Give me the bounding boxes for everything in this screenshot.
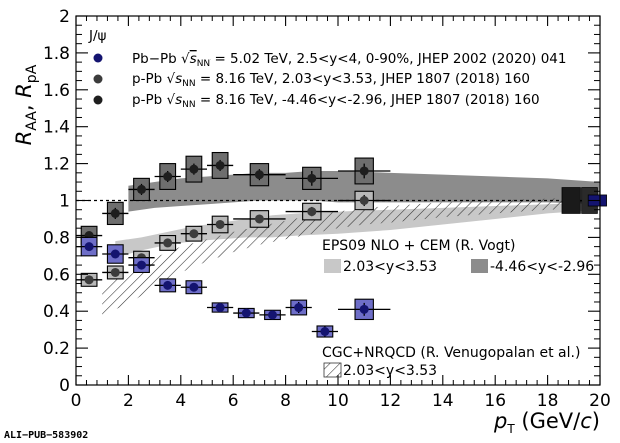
data-point-0-5 bbox=[215, 303, 225, 313]
x-tick-label-10: 20 bbox=[589, 391, 611, 411]
legend-pbpb-system: Pb−Pb bbox=[132, 51, 177, 67]
model-band-1-0 bbox=[102, 196, 600, 315]
y-tick-label-10: 2 bbox=[59, 7, 70, 27]
x-tick-label-9: 18 bbox=[537, 391, 559, 411]
y-tick-label-3: 0.6 bbox=[43, 265, 70, 285]
data-point-0-7 bbox=[268, 310, 277, 320]
data-point-2-1 bbox=[110, 208, 120, 218]
data-point-0-10 bbox=[359, 304, 369, 314]
x-tick-label-6: 12 bbox=[380, 391, 402, 411]
data-point-2-2 bbox=[137, 184, 146, 194]
legend-ppb-forward-system: p-Pb bbox=[132, 71, 162, 87]
y-tick-label-1: 0.2 bbox=[43, 339, 70, 359]
svg-text:p-Pb √sNN = 8.16 TeV, 2.03<y<3: p-Pb √sNN = 8.16 TeV, 2.03<y<3.53, JHEP … bbox=[132, 71, 530, 89]
svg-text:Pb−Pb √sNN = 5.02 TeV, 2.5<y<4: Pb−Pb √sNN = 5.02 TeV, 2.5<y<4, 0-90%, J… bbox=[132, 51, 566, 69]
y-tick-label-9: 1.8 bbox=[43, 44, 70, 64]
eps09-backward-swatch bbox=[471, 259, 488, 273]
legend-pbpb-label: = 5.02 TeV, 2.5<y<4, 0-90%, JHEP 2002 (2… bbox=[214, 51, 566, 67]
legend-ppb-backward-system: p-Pb bbox=[132, 92, 162, 108]
y-tick-label-5: 1 bbox=[59, 192, 70, 212]
x-axis-title: pT (GeV/c) bbox=[493, 409, 600, 436]
data-point-1-4 bbox=[189, 229, 199, 239]
eps09-title: EPS09 NLO + CEM (R. Vogt) bbox=[322, 238, 516, 254]
eps09-legend: EPS09 NLO + CEM (R. Vogt) 2.03<y<3.53 -4… bbox=[322, 238, 594, 275]
data-point-0-4 bbox=[189, 282, 199, 292]
data-point-2-4 bbox=[189, 164, 199, 174]
y-tick-label-6: 1.2 bbox=[43, 155, 70, 175]
data-series bbox=[76, 151, 391, 338]
x-axis: 0 2 4 6 8 10 12 14 16 18 20 bbox=[71, 16, 611, 411]
legend-ppb-backward-label: = 8.16 TeV, -4.46<y<-2.96, JHEP 1807 (20… bbox=[200, 92, 540, 108]
svg-text:p-Pb √sNN = 8.16 TeV, -4.46<y<: p-Pb √sNN = 8.16 TeV, -4.46<y<-2.96, JHE… bbox=[132, 92, 540, 110]
cgc-forward-swatch bbox=[323, 362, 342, 378]
x-tick-label-3: 6 bbox=[228, 391, 239, 411]
data-point-2-6 bbox=[254, 170, 264, 180]
data-point-2-5 bbox=[215, 160, 225, 170]
data-point-1-8 bbox=[359, 196, 369, 205]
data-point-1-1 bbox=[110, 267, 120, 277]
y-tick-label-8: 1.6 bbox=[43, 81, 70, 101]
data-point-2-7 bbox=[307, 173, 317, 183]
eps09-forward-label: 2.03<y<3.53 bbox=[343, 259, 437, 275]
legend-marker-pbpb bbox=[93, 53, 103, 63]
x-tick-label-0: 0 bbox=[71, 391, 82, 411]
data-point-0-2 bbox=[137, 260, 146, 270]
eps09-forward-swatch bbox=[324, 259, 341, 273]
legend-header: J/ψ bbox=[88, 28, 107, 44]
legend-ppb-forward-label: = 8.16 TeV, 2.03<y<3.53, JHEP 1807 (2018… bbox=[200, 71, 530, 87]
cgc-forward-label: 2.03<y<3.53 bbox=[343, 363, 437, 379]
eps09-backward-label: -4.46<y<-2.96 bbox=[490, 259, 594, 275]
y-tick-label-7: 1.4 bbox=[43, 118, 70, 138]
x-tick-label-4: 8 bbox=[280, 391, 291, 411]
x-tick-label-8: 16 bbox=[484, 391, 506, 411]
data-point-0-8 bbox=[294, 303, 304, 313]
data-point-2-8 bbox=[359, 166, 369, 176]
data-point-0-9 bbox=[320, 326, 330, 336]
x-tick-label-7: 14 bbox=[432, 391, 454, 411]
data-point-0-6 bbox=[241, 308, 251, 318]
legend-marker-ppb-forward bbox=[93, 74, 103, 84]
data-point-1-5 bbox=[215, 219, 225, 229]
data-point-2-3 bbox=[163, 172, 173, 182]
y-axis: 0 0.2 0.4 0.6 0.8 1 1.2 1.4 1.6 1.8 2 bbox=[43, 7, 600, 396]
data-point-1-6 bbox=[254, 214, 264, 224]
y-tick-label-0: 0 bbox=[59, 376, 70, 396]
publication-id: ALI−PUB−583902 bbox=[4, 430, 88, 441]
data-point-1-0 bbox=[84, 275, 94, 285]
y-tick-label-2: 0.4 bbox=[43, 302, 70, 322]
cgc-title: CGC+NRQCD (R. Venugopalan et al.) bbox=[322, 345, 580, 361]
global-box-0 bbox=[561, 187, 581, 214]
legend-marker-ppb-backward bbox=[93, 95, 103, 105]
y-tick-label-4: 0.8 bbox=[43, 228, 70, 248]
y-axis-title: RAA, RpA bbox=[12, 64, 40, 145]
x-tick-label-2: 4 bbox=[175, 391, 186, 411]
model-band-0-0 bbox=[115, 202, 600, 258]
legend: J/ψ Pb−Pb √sNN = 5.02 TeV, 2.5<y<4, 0-90… bbox=[88, 28, 566, 110]
x-tick-label-5: 10 bbox=[327, 391, 349, 411]
x-tick-label-1: 2 bbox=[123, 391, 134, 411]
data-point-0-1 bbox=[110, 249, 120, 259]
data-point-0-0 bbox=[84, 242, 94, 252]
data-point-1-3 bbox=[163, 238, 173, 248]
cgc-legend: CGC+NRQCD (R. Venugopalan et al.) 2.03<y… bbox=[322, 345, 580, 379]
data-point-0-3 bbox=[163, 280, 173, 290]
data-point-1-7 bbox=[307, 207, 317, 217]
